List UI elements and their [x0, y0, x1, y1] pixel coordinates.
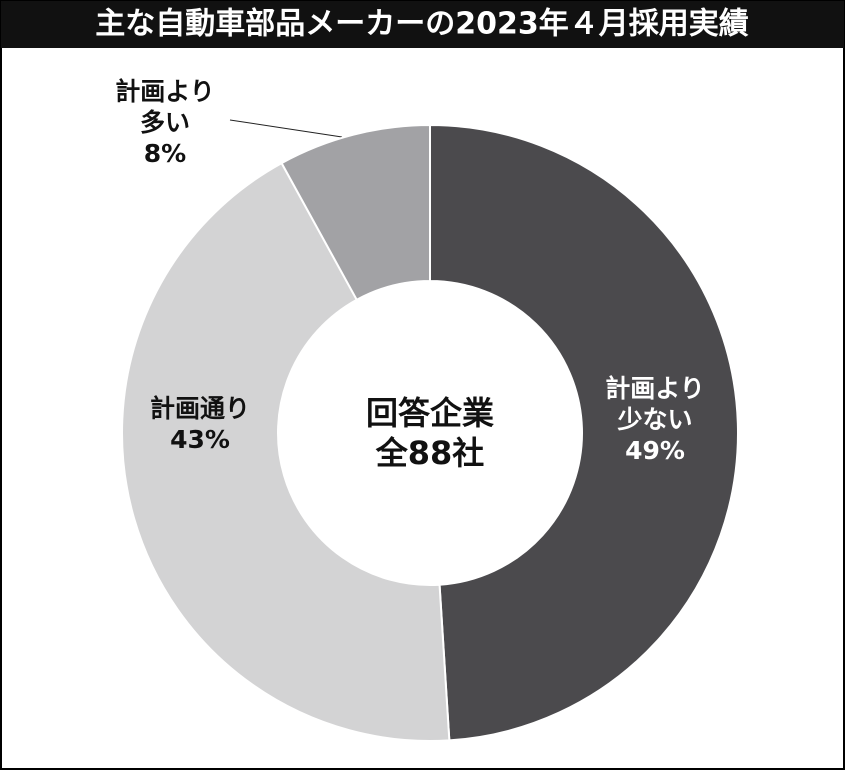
slice-label: 計画より	[605, 374, 705, 403]
leader-line	[229, 119, 343, 138]
slice-label: 少ない	[616, 405, 692, 434]
center-label: 回答企業	[366, 394, 494, 432]
slice-label: 計画通り	[150, 394, 250, 423]
chart-title: 主な自動車部品メーカーの2023年４月採用実績	[95, 7, 749, 42]
title-bar	[1, 1, 844, 48]
donut-slice	[429, 123, 739, 742]
value-label: 43%	[170, 425, 230, 454]
center-label: 全88社	[375, 434, 485, 472]
value-label: 49%	[625, 436, 685, 465]
value-label: 8%	[144, 139, 186, 168]
slice-label: 計画より	[115, 77, 215, 106]
donut-slice	[280, 123, 431, 302]
donut-slice	[121, 161, 451, 742]
slice-label: 多い	[140, 108, 190, 137]
